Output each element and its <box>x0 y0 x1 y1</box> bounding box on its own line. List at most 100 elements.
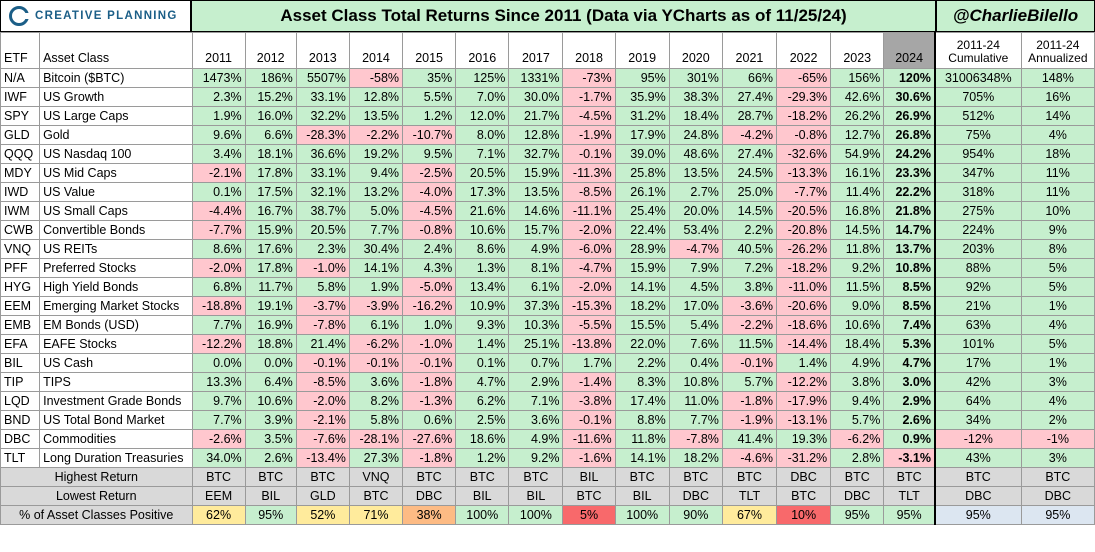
return-cell: 0.9% <box>883 429 936 449</box>
return-cell: 17.8% <box>244 163 297 183</box>
return-cell: 24.5% <box>721 163 778 183</box>
return-cell: 4.9% <box>508 239 564 259</box>
return-cell: 17.6% <box>244 239 297 259</box>
summary-cell: DBC <box>933 486 1022 506</box>
return-cell: -20.5% <box>776 201 832 221</box>
return-cell: 5.7% <box>721 372 778 392</box>
return-cell: 7.7% <box>191 315 246 335</box>
return-cell: 17.9% <box>614 125 670 145</box>
return-cell: 35% <box>402 68 457 88</box>
return-cell: -7.8% <box>295 315 350 335</box>
return-cell: 5.5% <box>402 87 457 107</box>
return-cell: 1.9% <box>191 106 246 126</box>
return-cell: -2.0% <box>562 277 616 297</box>
logo: CREATIVE PLANNING <box>0 0 191 32</box>
annualized-return-cell: 148% <box>1020 68 1095 88</box>
summary-cell: VNQ <box>348 467 404 487</box>
summary-cell: BIL <box>244 486 297 506</box>
return-cell: 21.4% <box>295 334 350 354</box>
return-cell: 26.2% <box>830 106 885 126</box>
etf-ticker: DBC <box>0 429 41 449</box>
return-cell: 10.6% <box>244 391 297 411</box>
return-cell: 12.0% <box>455 106 510 126</box>
return-cell: -2.2% <box>348 125 404 145</box>
return-cell: 2.4% <box>402 239 457 259</box>
return-cell: -0.1% <box>562 144 616 164</box>
return-cell: 38.7% <box>295 201 350 221</box>
header-year-2015: 2015 <box>402 32 457 69</box>
table-row: HYG High Yield Bonds 6.8% 11.7% 5.8% 1.9% -5.0… <box>0 277 1095 297</box>
summary-cell: 52% <box>295 505 350 525</box>
return-cell: -18.8% <box>191 296 246 316</box>
table-row: SPY US Large Caps 1.9% 16.0% 32.2% 13.5% 1.2% 1… <box>0 106 1095 126</box>
table-row: EMB EM Bonds (USD) 7.7% 16.9% -7.8% 6.1% 1.0% 9… <box>0 315 1095 335</box>
return-cell: 4.3% <box>402 258 457 278</box>
summary-cell: BTC <box>348 486 404 506</box>
return-cell: -1.3% <box>402 391 457 411</box>
return-cell: -10.7% <box>402 125 457 145</box>
summary-cell: BTC <box>508 467 564 487</box>
return-cell: 27.4% <box>721 87 778 107</box>
summary-cell: 95% <box>244 505 297 525</box>
return-cell: 18.4% <box>830 334 885 354</box>
summary-cell: BTC <box>244 467 297 487</box>
annualized-return-cell: 11% <box>1020 163 1095 183</box>
etf-ticker: QQQ <box>0 144 41 164</box>
annualized-return-cell: 5% <box>1020 334 1095 354</box>
header-asset-class: Asset Class <box>39 32 193 69</box>
return-cell: -4.4% <box>191 201 246 221</box>
return-cell: 22.0% <box>614 334 670 354</box>
return-cell: 1.4% <box>776 353 832 373</box>
summary-label: Lowest Return <box>0 486 193 506</box>
header-year-2020: 2020 <box>668 32 723 69</box>
asset-class-name: Bitcoin ($BTC) <box>39 68 193 88</box>
return-cell: 10.6% <box>830 315 885 335</box>
return-cell: -2.5% <box>402 163 457 183</box>
return-cell: 9.6% <box>191 125 246 145</box>
return-cell: -2.6% <box>191 429 246 449</box>
annualized-return-cell: 1% <box>1020 353 1095 373</box>
return-cell: -4.2% <box>721 125 778 145</box>
return-cell: -29.3% <box>776 87 832 107</box>
return-cell: 28.7% <box>721 106 778 126</box>
return-cell: -5.5% <box>562 315 616 335</box>
etf-ticker: GLD <box>0 125 41 145</box>
return-cell: -0.1% <box>562 410 616 430</box>
return-cell: -20.8% <box>776 220 832 240</box>
table-row: PFF Preferred Stocks -2.0% 17.8% -1.0% 14.1% 4… <box>0 258 1095 278</box>
header-year-2019: 2019 <box>614 32 670 69</box>
return-cell: -13.4% <box>295 448 350 468</box>
return-cell: -2.1% <box>191 163 246 183</box>
return-cell: 5.8% <box>295 277 350 297</box>
return-cell: -0.8% <box>776 125 832 145</box>
return-cell: 27.3% <box>348 448 404 468</box>
return-cell: 0.7% <box>508 353 564 373</box>
return-cell: 1.0% <box>402 315 457 335</box>
summary-cell: 95% <box>1020 505 1095 525</box>
return-cell: -2.1% <box>295 410 350 430</box>
annualized-return-cell: 2% <box>1020 410 1095 430</box>
cumulative-return-cell: 17% <box>933 353 1022 373</box>
annualized-return-cell: 10% <box>1020 201 1095 221</box>
header-year-2018: 2018 <box>562 32 616 69</box>
return-cell: 7.9% <box>668 258 723 278</box>
return-cell: 54.9% <box>830 144 885 164</box>
return-cell: 20.5% <box>295 220 350 240</box>
return-cell: 2.9% <box>883 391 936 411</box>
return-cell: 13.5% <box>508 182 564 202</box>
summary-label: % of Asset Classes Positive <box>0 505 193 525</box>
asset-class-name: EAFE Stocks <box>39 334 193 354</box>
return-cell: -16.2% <box>402 296 457 316</box>
return-cell: 21.6% <box>455 201 510 221</box>
return-cell: -65% <box>776 68 832 88</box>
header-annualized-range: 2011-24 <box>1036 38 1080 52</box>
etf-ticker: VNQ <box>0 239 41 259</box>
return-cell: 2.8% <box>830 448 885 468</box>
return-cell: 33.1% <box>295 87 350 107</box>
return-cell: -11.3% <box>562 163 616 183</box>
return-cell: 22.4% <box>614 220 670 240</box>
return-cell: 15.2% <box>244 87 297 107</box>
etf-ticker: MDY <box>0 163 41 183</box>
return-cell: 7.7% <box>348 220 404 240</box>
return-cell: -3.1% <box>883 448 936 468</box>
